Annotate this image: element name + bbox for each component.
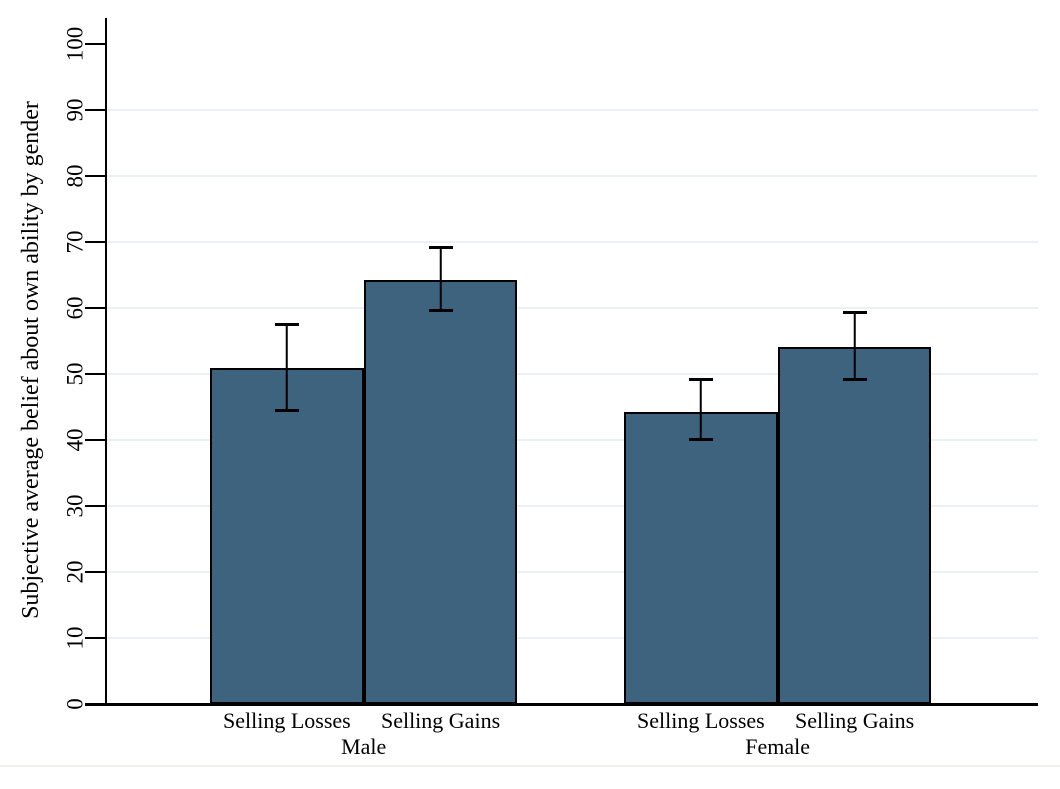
y-axis-title: Subjective average belief about own abil… <box>18 101 44 619</box>
y-tick-70 <box>85 241 107 243</box>
y-tick-label-30: 30 <box>62 494 88 518</box>
y-tick-60 <box>85 307 107 309</box>
bar-male-selling-losses <box>210 368 364 704</box>
bar-female-selling-losses <box>624 411 778 704</box>
error-bar-cap-bottom <box>428 308 453 312</box>
gridline-y30 <box>107 505 1038 507</box>
error-bar-female-selling-gains <box>842 311 867 382</box>
x-label-female-selling-losses: Selling Losses <box>636 708 765 733</box>
y-tick-10 <box>85 637 107 639</box>
y-tick-label-0: 0 <box>62 698 88 710</box>
error-bar-cap-top <box>274 323 299 327</box>
error-bar-cap-top <box>842 311 867 315</box>
group-label-female: Female <box>745 734 811 759</box>
y-tick-label-10: 10 <box>62 626 88 650</box>
error-bar-cap-bottom <box>274 409 299 413</box>
error-bar-line <box>699 377 703 442</box>
error-bar-line <box>439 245 442 312</box>
graph-region-bottom-border <box>0 765 1060 767</box>
y-tick-label-20: 20 <box>62 560 88 584</box>
y-tick-50 <box>85 373 107 375</box>
gridline-y20 <box>107 571 1038 573</box>
gridline-y40 <box>107 439 1038 441</box>
bar-male-selling-gains <box>363 279 518 704</box>
y-axis-line <box>105 18 107 704</box>
gridline-y90 <box>107 109 1038 111</box>
group-label-male: Male <box>341 734 387 759</box>
x-label-male-selling-gains: Selling Gains <box>380 708 501 733</box>
error-bar-cap-bottom <box>842 378 867 382</box>
x-label-female-selling-gains: Selling Gains <box>794 708 915 733</box>
gridline-y50 <box>107 373 1038 375</box>
y-tick-label-40: 40 <box>62 428 88 452</box>
gridline-y80 <box>107 175 1038 177</box>
y-tick-label-100: 100 <box>62 26 88 62</box>
y-tick-label-70: 70 <box>62 230 88 254</box>
y-tick-label-50: 50 <box>62 362 88 386</box>
error-bar-cap-bottom <box>688 438 713 442</box>
error-bar-female-selling-losses <box>688 377 713 442</box>
error-bar-cap-top <box>688 377 713 381</box>
gridline-y60 <box>107 307 1038 309</box>
error-bar-line <box>285 323 289 413</box>
y-tick-label-80: 80 <box>62 164 88 188</box>
y-tick-label-60: 60 <box>62 296 88 320</box>
x-axis-line <box>85 703 1038 706</box>
y-tick-30 <box>85 505 107 507</box>
error-bar-male-selling-losses <box>274 323 299 413</box>
error-bar-cap-top <box>428 245 453 249</box>
y-tick-80 <box>85 175 107 177</box>
gridline-y10 <box>107 637 1038 639</box>
y-tick-90 <box>85 109 107 111</box>
x-label-male-selling-losses: Selling Losses <box>222 708 351 733</box>
error-bar-line <box>853 311 856 382</box>
y-tick-100 <box>85 43 107 45</box>
error-bar-male-selling-gains <box>428 245 453 312</box>
y-tick-20 <box>85 571 107 573</box>
bar-female-selling-gains <box>777 346 932 704</box>
gridline-y70 <box>107 241 1038 243</box>
y-tick-40 <box>85 439 107 441</box>
y-tick-label-90: 90 <box>62 98 88 122</box>
